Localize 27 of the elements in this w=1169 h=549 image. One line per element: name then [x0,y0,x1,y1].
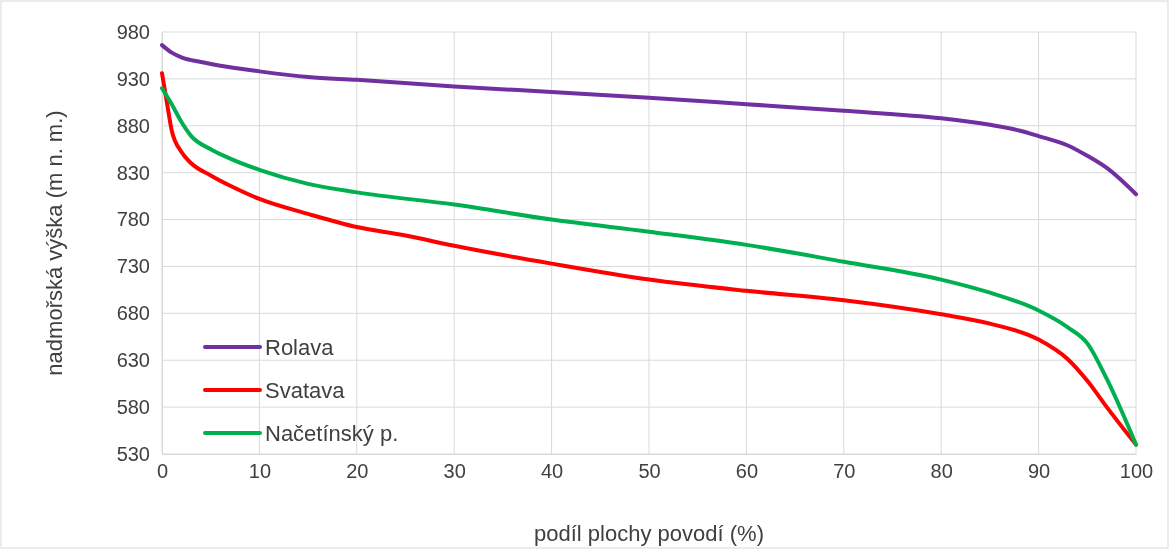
x-tick-label: 40 [540,460,564,483]
y-tick-label: 780 [116,208,150,231]
x-tick-label: 100 [1119,460,1154,483]
y-tick-label: 730 [116,255,150,278]
y-tick-label: 930 [116,67,150,90]
x-tick-label: 90 [1027,460,1051,483]
legend-label: Načetínský p. [265,421,399,446]
y-tick-label: 680 [116,302,150,325]
x-tick-label: 30 [443,460,466,483]
y-tick-label: 830 [116,161,150,184]
y-tick-label: 530 [116,442,150,465]
y-tick-label: 580 [116,396,150,419]
x-tick-label: 70 [833,460,856,483]
y-tick-label: 880 [116,114,150,137]
legend-label: Rolava [265,335,335,360]
x-tick-label: 60 [735,460,759,483]
x-tick-label: 20 [346,460,369,483]
y-tick-label: 980 [116,20,150,43]
x-tick-label: 10 [248,460,272,483]
x-axis-title: podíl plochy povodí (%) [534,521,764,546]
legend-label: Svatava [265,378,346,403]
y-axis-title: nadmořská výška (m n. m.) [42,110,67,376]
line-series [160,43,1138,197]
x-tick-label: 80 [930,460,953,483]
x-tick-label: 0 [156,460,169,483]
x-tick-label: 50 [638,460,661,483]
y-tick-label: 630 [116,349,150,372]
